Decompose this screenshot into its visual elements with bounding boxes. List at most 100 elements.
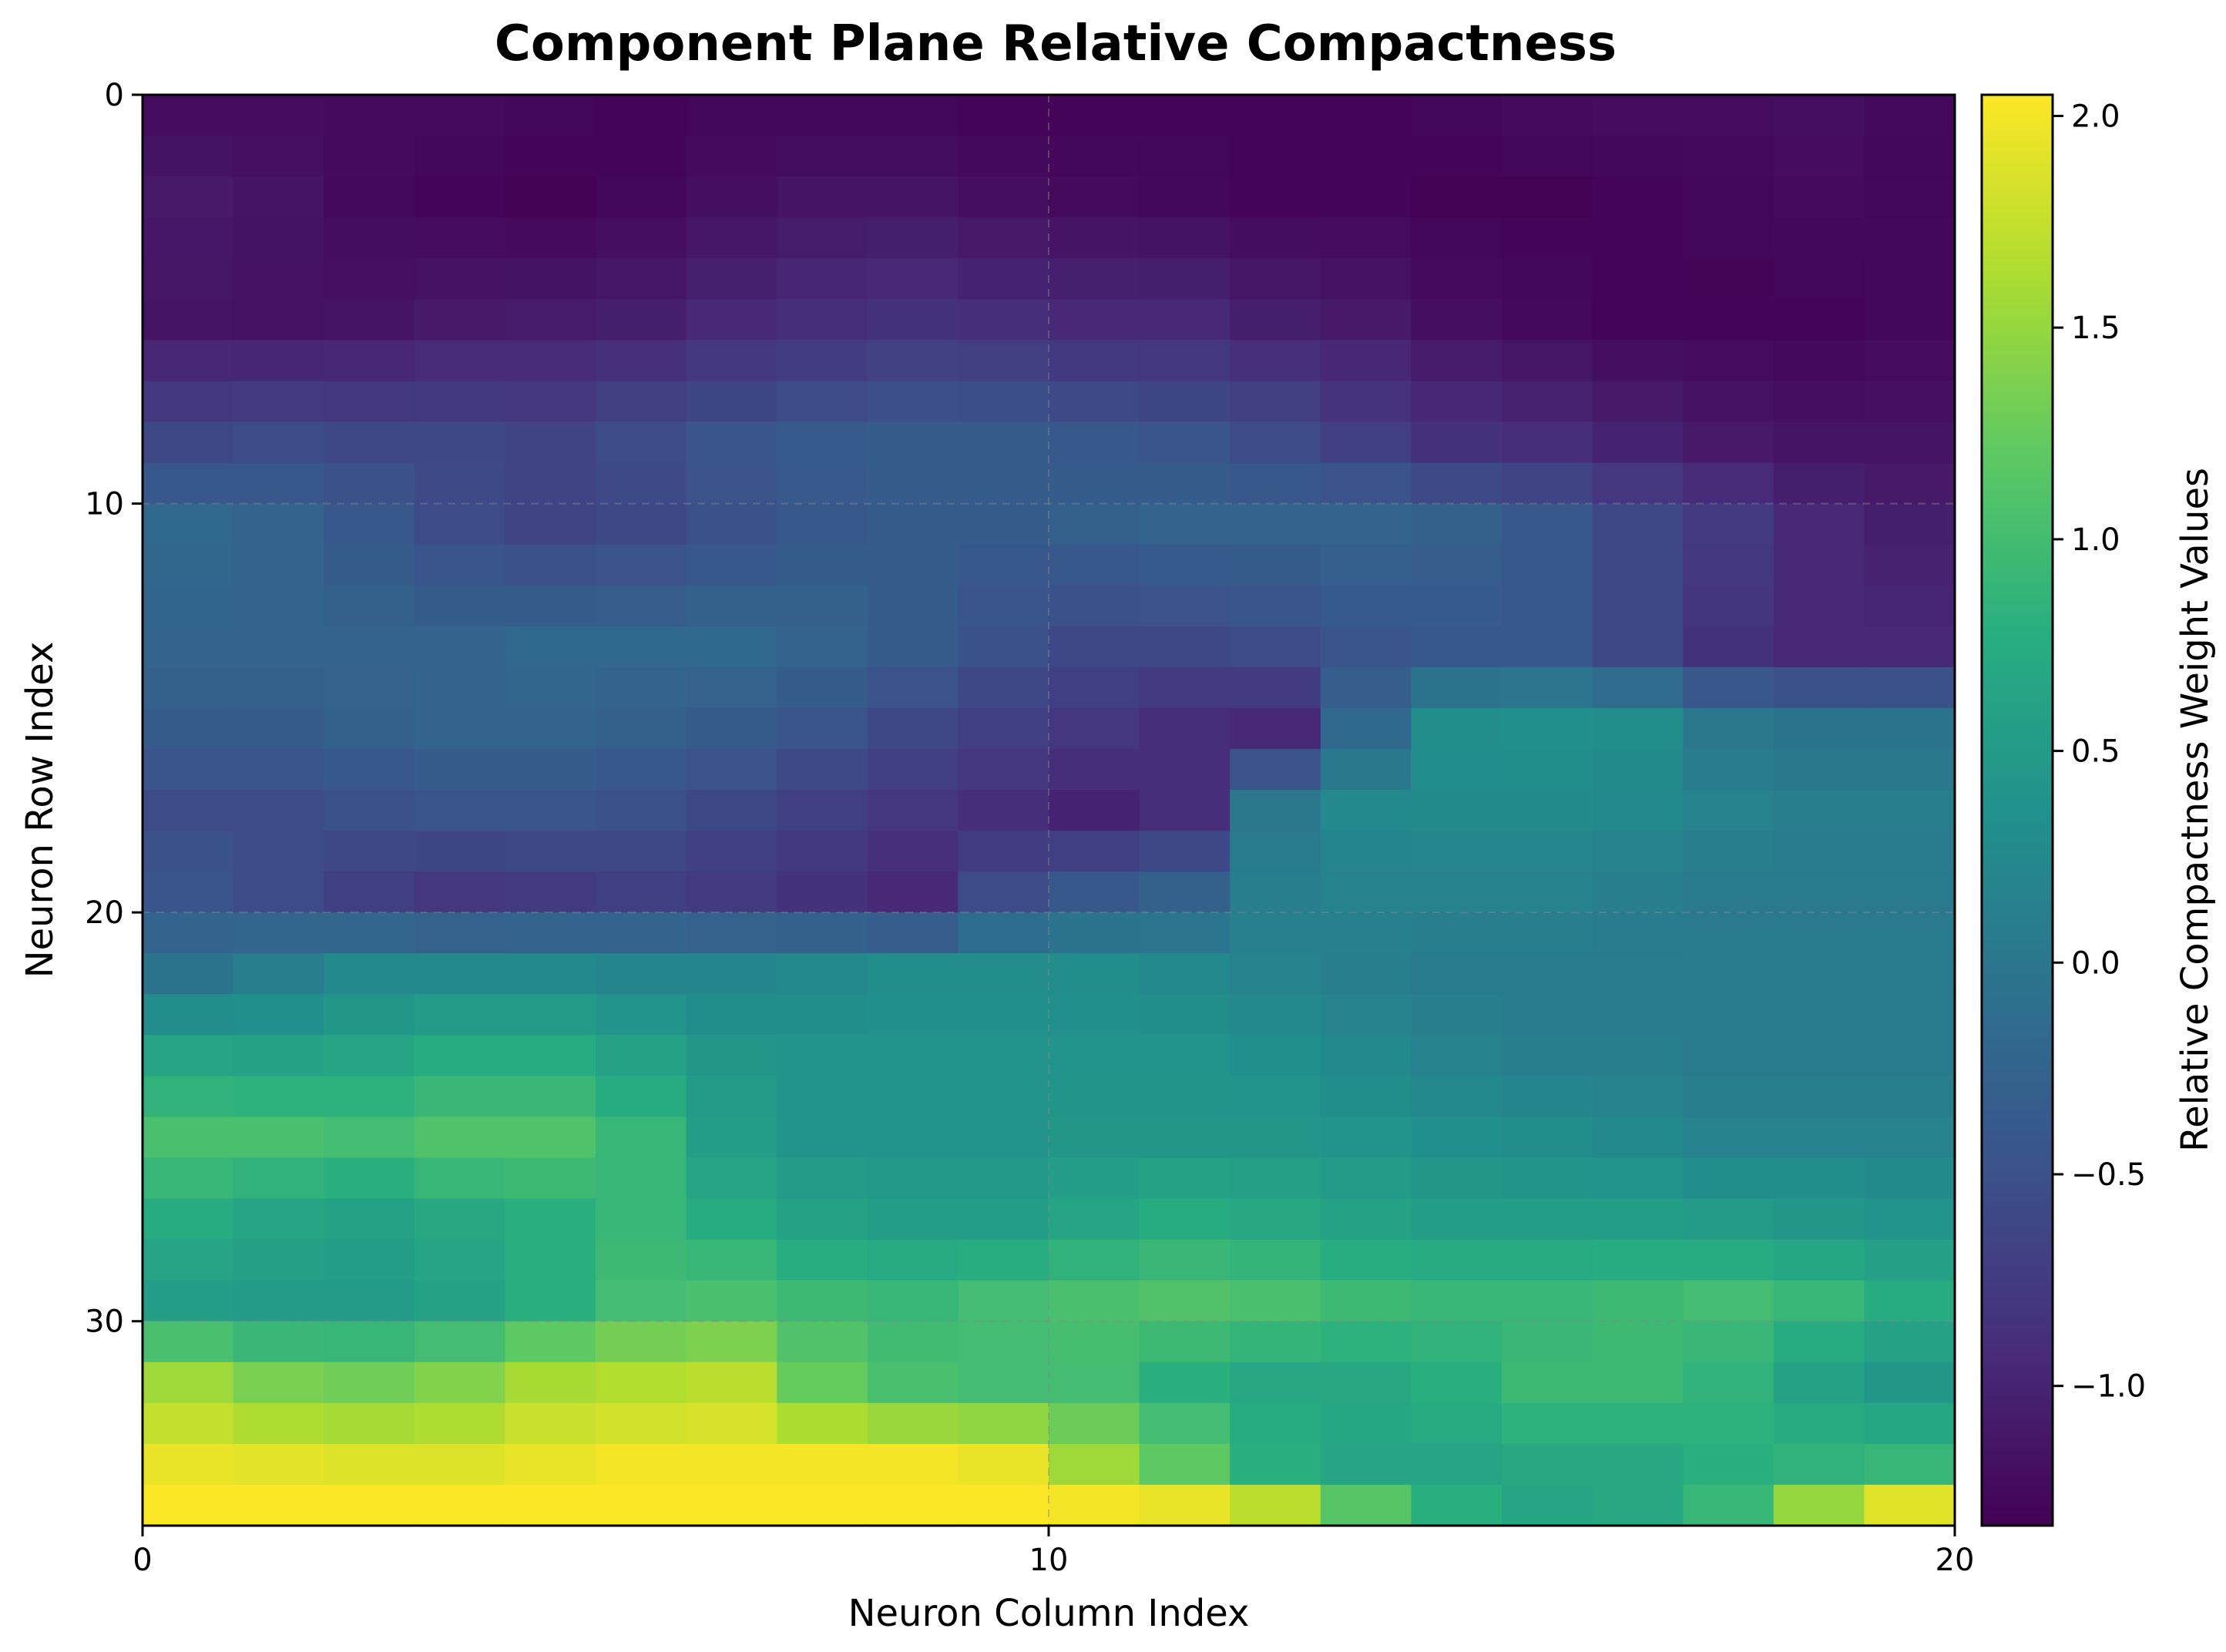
heatmap-cell xyxy=(777,544,868,586)
heatmap-cell xyxy=(1230,176,1321,218)
y-tick-label: 0 xyxy=(105,78,124,113)
heatmap-cell xyxy=(505,831,596,872)
heatmap-cell xyxy=(143,176,234,218)
heatmap-cell xyxy=(867,748,959,791)
heatmap-cell xyxy=(1502,1280,1593,1322)
heatmap-cell xyxy=(233,217,324,259)
heatmap-cell xyxy=(1864,1076,1956,1118)
heatmap-cell xyxy=(1592,1321,1684,1363)
heatmap-cell xyxy=(1320,707,1412,750)
heatmap-cell xyxy=(505,95,596,136)
heatmap-cell xyxy=(1139,1239,1231,1281)
heatmap-cell xyxy=(867,912,959,954)
heatmap-cell xyxy=(1683,258,1774,300)
heatmap-cell xyxy=(505,340,596,381)
heatmap-cell xyxy=(1592,1239,1684,1281)
grid-lines xyxy=(143,95,1955,1526)
heatmap-cell xyxy=(143,1362,234,1404)
heatmap-cell xyxy=(1230,258,1321,300)
heatmap-cell xyxy=(777,299,868,341)
heatmap-cell xyxy=(233,1198,324,1241)
heatmap-cell xyxy=(1502,299,1593,341)
heatmap-cell xyxy=(1139,421,1231,464)
heatmap-cell xyxy=(1411,1484,1502,1526)
heatmap-cell xyxy=(596,1116,687,1159)
heatmap-cell xyxy=(596,667,687,709)
heatmap-cell xyxy=(1320,1076,1412,1118)
heatmap-cell xyxy=(1139,831,1231,872)
heatmap-cell xyxy=(1864,1116,1956,1159)
heatmap-cell xyxy=(1049,136,1140,177)
heatmap-cell xyxy=(958,1321,1049,1363)
heatmap-cell xyxy=(1773,707,1865,750)
heatmap-cell xyxy=(505,1484,596,1526)
heatmap-cell xyxy=(686,626,777,668)
heatmap-cell xyxy=(1773,667,1865,709)
heatmap-cell xyxy=(143,421,234,464)
heatmap-cell xyxy=(1411,667,1502,709)
heatmap-cell xyxy=(1411,626,1502,668)
heatmap-cell xyxy=(1411,831,1502,872)
heatmap-cell xyxy=(596,421,687,464)
heatmap-cell xyxy=(1502,626,1593,668)
heatmap-cell xyxy=(1683,831,1774,872)
heatmap-cell xyxy=(1773,299,1865,341)
heatmap-cell xyxy=(1320,1402,1412,1445)
heatmap-cell xyxy=(1320,1198,1412,1241)
heatmap-cell xyxy=(958,789,1049,831)
heatmap-cell xyxy=(958,912,1049,954)
heatmap-cell xyxy=(1230,953,1321,995)
heatmap-cell xyxy=(324,667,415,709)
heatmap-cell xyxy=(1230,707,1321,750)
heatmap-cell xyxy=(1502,1484,1593,1526)
heatmap-cell xyxy=(143,1076,234,1118)
heatmap-cell xyxy=(1049,544,1140,586)
heatmap-cell xyxy=(414,176,505,218)
heatmap-cell xyxy=(1320,1362,1412,1404)
heatmap-cell xyxy=(867,1035,959,1076)
heatmap-cell xyxy=(1139,1280,1231,1322)
heatmap-cell xyxy=(1139,1321,1231,1363)
heatmap-cell xyxy=(1592,1076,1684,1118)
heatmap-cell xyxy=(324,217,415,259)
heatmap-cell xyxy=(414,340,505,381)
heatmap-cell xyxy=(324,1443,415,1486)
heatmap-cell xyxy=(958,1198,1049,1241)
heatmap-cell xyxy=(1773,258,1865,300)
heatmap-cell xyxy=(1139,95,1231,136)
heatmap-cell xyxy=(958,217,1049,259)
heatmap-cell xyxy=(1049,994,1140,1036)
heatmap-cell xyxy=(686,381,777,423)
heatmap-cell xyxy=(1230,1321,1321,1363)
heatmap-cell xyxy=(143,1198,234,1241)
heatmap-cell xyxy=(1864,994,1956,1036)
heatmap-cell xyxy=(1139,1443,1231,1486)
heatmap-cell xyxy=(1502,789,1593,831)
heatmap-cell xyxy=(505,176,596,218)
heatmap-cell xyxy=(1411,1362,1502,1404)
heatmap-cell xyxy=(1230,1198,1321,1241)
heatmap-cell xyxy=(505,748,596,791)
heatmap-cell xyxy=(505,707,596,750)
heatmap-cell xyxy=(1320,1157,1412,1200)
heatmap-cell xyxy=(505,585,596,627)
heatmap-cell xyxy=(1864,1239,1956,1281)
heatmap-cell xyxy=(1864,953,1956,995)
heatmap-cell xyxy=(1592,667,1684,709)
heatmap-cell xyxy=(1139,1362,1231,1404)
heatmap-cell xyxy=(1683,544,1774,586)
heatmap-cell xyxy=(686,299,777,341)
heatmap-cell xyxy=(1502,585,1593,627)
heatmap-cell xyxy=(414,1157,505,1200)
heatmap-cell xyxy=(1049,299,1140,341)
heatmap-cell xyxy=(233,503,324,546)
heatmap-cell xyxy=(958,1035,1049,1076)
heatmap-cell xyxy=(1320,585,1412,627)
heatmap-cell xyxy=(1049,912,1140,954)
heatmap-cell xyxy=(505,136,596,177)
heatmap-cell xyxy=(1411,953,1502,995)
heatmap-cell xyxy=(1864,1280,1956,1322)
heatmap-cell xyxy=(1864,831,1956,872)
heatmap-cell xyxy=(1049,1076,1140,1118)
